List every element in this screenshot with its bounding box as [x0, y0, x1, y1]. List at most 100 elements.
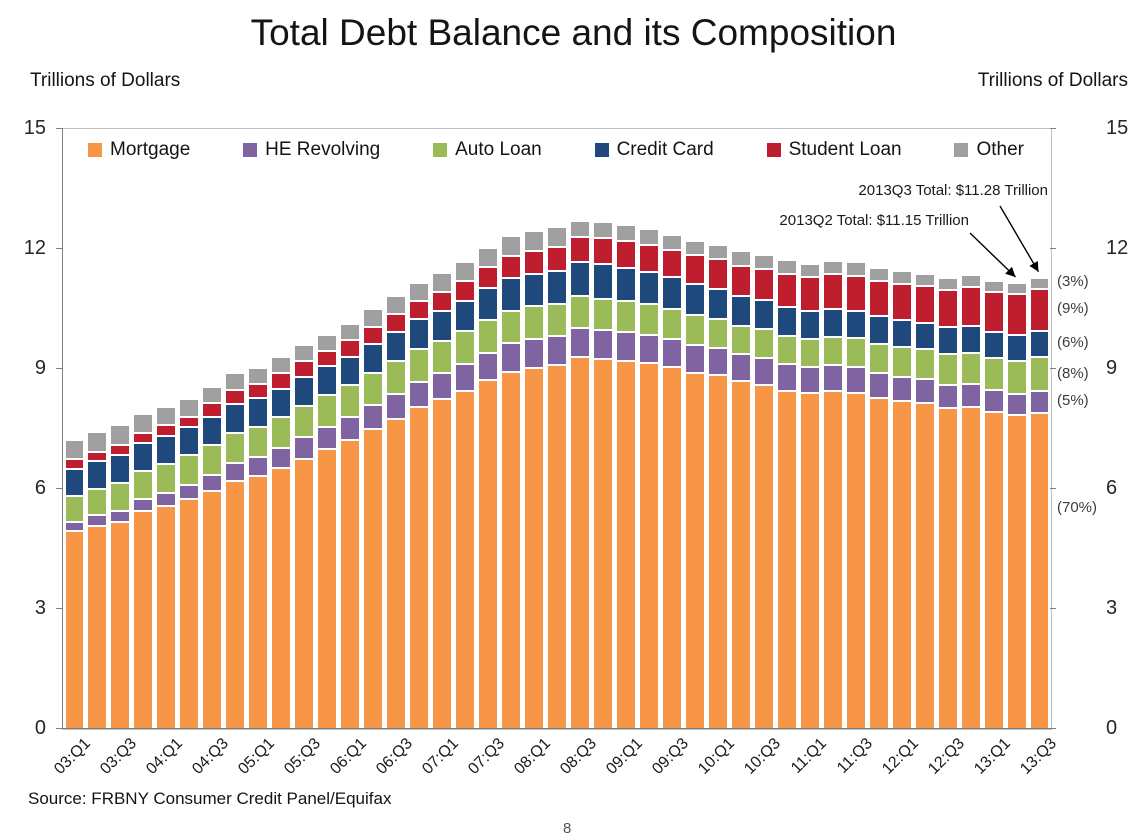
bar-segment-auto-loan [776, 335, 797, 365]
bar-segment-he-revolving [914, 379, 935, 403]
bar-segment-student-loan [615, 241, 636, 268]
bar-segment-mortgage [891, 401, 912, 729]
bar-segment-student-loan [914, 286, 935, 323]
bar-segment-student-loan [592, 238, 613, 264]
bar-segment-credit-card [317, 366, 338, 396]
bar-segment-credit-card [661, 277, 682, 309]
bar-segment-credit-card [1029, 330, 1050, 358]
bar-segment-mortgage [386, 418, 407, 729]
other-swatch-icon [954, 143, 969, 157]
units-label-left: Trillions of Dollars [30, 70, 181, 91]
bar-segment-auto-loan [156, 463, 177, 493]
bar-segment-credit-card [891, 320, 912, 348]
bar-segment-auto-loan [1006, 361, 1027, 394]
bar-segment-mortgage [409, 407, 430, 729]
x-tick-label: 06:Q3 [373, 735, 417, 778]
bar-segment-he-revolving [432, 373, 453, 400]
bar-segment-credit-card [156, 435, 177, 464]
bar-segment-other [110, 425, 131, 446]
bar-segment-other [822, 261, 843, 275]
bar-segment-student-loan [891, 284, 912, 321]
x-tick-label: 13:Q1 [970, 735, 1014, 778]
y-tick-label: 3 [34, 597, 46, 619]
x-tick-label: 12:Q3 [924, 735, 968, 778]
bar-segment-other [1006, 283, 1027, 295]
bar-segment-he-revolving [776, 364, 797, 391]
plot-area [62, 128, 1052, 730]
bar-segment-mortgage [202, 491, 223, 729]
bar-segment-credit-card [202, 416, 223, 445]
bar-segment-other [179, 399, 200, 417]
bar-segment-credit-card [914, 322, 935, 350]
x-tick-label: 04:Q3 [189, 735, 233, 778]
y-tick-label: 0 [1106, 717, 1118, 739]
bar-segment-student-loan [202, 403, 223, 417]
axis-tick [56, 608, 62, 609]
legend-label: Mortgage [110, 139, 191, 160]
bar-segment-other [501, 236, 522, 256]
x-tick-label: 08:Q1 [511, 735, 555, 778]
axis-tick [56, 368, 62, 369]
bar-segment-credit-card [638, 271, 659, 305]
bar-segment-mortgage [64, 531, 85, 729]
bar-segment-he-revolving [386, 393, 407, 419]
bar-segment-student-loan [386, 313, 407, 332]
axis-tick [56, 128, 62, 129]
bar-segment-mortgage [569, 357, 590, 729]
bar-segment-he-revolving [110, 510, 131, 522]
bar-segment-auto-loan [478, 319, 499, 353]
bar-segment-other [684, 240, 705, 256]
x-tick-label: 08:Q3 [557, 735, 600, 778]
bar-segment-auto-loan [1029, 357, 1050, 392]
bar-segment-he-revolving [638, 334, 659, 364]
mortgage-swatch-icon [88, 143, 102, 157]
bar-segment-auto-loan [432, 341, 453, 374]
bar-segment-credit-card [87, 461, 108, 489]
bar-segment-auto-loan [730, 325, 751, 355]
bar-segment-auto-loan [271, 417, 292, 448]
percent-label: (8%) [1057, 364, 1089, 382]
bar-segment-credit-card [271, 388, 292, 417]
source-note: Source: FRBNY Consumer Credit Panel/Equi… [28, 789, 392, 808]
bar-segment-mortgage [684, 372, 705, 729]
legend-label: Student Loan [788, 139, 902, 160]
bar-segment-he-revolving [615, 332, 636, 361]
bar-segment-other [64, 439, 85, 459]
bar-segment-other [202, 386, 223, 404]
x-tick-label: 13:Q3 [1016, 735, 1060, 778]
bar-segment-student-loan [340, 340, 361, 357]
legend-label: Auto Loan [455, 139, 542, 160]
bar-segment-mortgage [707, 375, 728, 729]
y-axis-left: 0 3 6 9 12 15 [0, 0, 46, 833]
bar-segment-mortgage [615, 361, 636, 729]
legend-item-auto-loan: Auto Loan [433, 139, 542, 161]
axis-tick [56, 728, 62, 729]
bar-segment-auto-loan [340, 385, 361, 417]
x-tick-label: 07:Q1 [419, 735, 463, 778]
bar-segment-auto-loan [409, 349, 430, 382]
bar-segment-he-revolving [133, 499, 154, 511]
bar-segment-mortgage [753, 384, 774, 729]
bar-segment-credit-card [179, 427, 200, 455]
bar-segment-student-loan [638, 244, 659, 272]
x-tick-label: 09:Q1 [603, 735, 646, 778]
percent-label: (6%) [1057, 334, 1089, 352]
bar-segment-student-loan [1006, 294, 1027, 335]
bar-segment-credit-card [110, 455, 131, 483]
axis-tick [1050, 728, 1056, 729]
bar-segment-mortgage [478, 380, 499, 729]
bar-segment-mortgage [822, 391, 843, 729]
bar-segment-student-loan [661, 249, 682, 278]
page-number: 8 [563, 820, 572, 833]
bar-segment-credit-card [64, 468, 85, 497]
bar-segment-he-revolving [478, 352, 499, 381]
bar-segment-auto-loan [799, 338, 820, 367]
legend-label: Credit Card [616, 139, 714, 160]
bar-segment-student-loan [179, 416, 200, 427]
percent-label: (9%) [1057, 300, 1089, 318]
bar-segment-other [294, 345, 315, 362]
bar-segment-student-loan [799, 277, 820, 311]
bar-segment-student-loan [248, 383, 269, 399]
axis-tick [1050, 248, 1056, 249]
